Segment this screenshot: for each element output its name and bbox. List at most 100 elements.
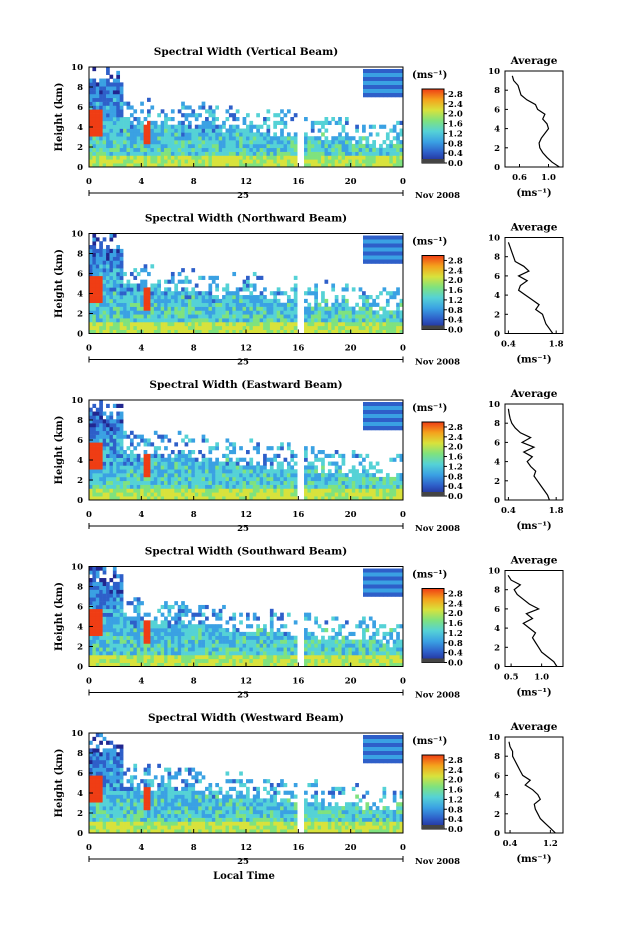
heatmap-cell	[393, 148, 397, 152]
heatmap-cell	[273, 481, 277, 485]
heatmap-cell	[127, 117, 131, 121]
heatmap-cell	[363, 593, 367, 597]
heatmap-cell	[226, 299, 230, 303]
heatmap-cell	[120, 636, 124, 640]
heatmap-cell	[157, 458, 161, 462]
heatmap-cell	[290, 485, 294, 489]
heatmap-cell	[96, 450, 100, 454]
heatmap-cell	[284, 314, 288, 318]
heatmap-cell	[212, 488, 216, 492]
heatmap-cell	[109, 431, 113, 435]
heatmap-cell	[150, 469, 154, 473]
heatmap-cell	[219, 132, 223, 136]
average-title: Average	[510, 388, 558, 400]
heatmap-cell	[232, 152, 236, 156]
heatmap-cell	[133, 284, 137, 288]
heatmap-cell	[369, 485, 373, 489]
heatmap-cell	[294, 140, 298, 144]
heatmap-cell	[171, 310, 175, 314]
heatmap-cell	[226, 492, 230, 496]
heatmap-cell	[103, 249, 107, 253]
heatmap-cell	[249, 129, 253, 133]
heatmap-cell	[120, 412, 124, 416]
heatmap-cell	[369, 159, 373, 163]
heatmap-cell	[212, 647, 216, 651]
heatmap-cell	[359, 655, 363, 659]
heatmap-cell	[284, 144, 288, 148]
heatmap-cell	[345, 121, 349, 125]
heatmap-cell	[307, 307, 311, 311]
heatmap-cell	[287, 132, 291, 136]
heatmap-cell	[363, 252, 367, 256]
heatmap-cell	[195, 640, 199, 644]
heatmap-cell	[96, 620, 100, 624]
heatmap-cell	[92, 105, 96, 109]
heatmap-cell	[226, 136, 230, 140]
heatmap-cell	[208, 291, 212, 295]
heatmap-cell	[157, 155, 161, 159]
heatmap-cell	[208, 636, 212, 640]
heatmap-cell	[229, 314, 233, 318]
heatmap-cell	[161, 326, 165, 330]
heatmap-cell	[229, 469, 233, 473]
heatmap-cell	[212, 473, 216, 477]
heatmap-cell	[202, 132, 206, 136]
heatmap-cell	[249, 643, 253, 647]
heatmap-cell	[174, 129, 178, 133]
heatmap-cell	[266, 136, 270, 140]
heatmap-cell	[307, 485, 311, 489]
heatmap-cell	[270, 488, 274, 492]
heatmap-cell	[181, 148, 185, 152]
heatmap-cell	[345, 477, 349, 481]
heatmap-cell	[389, 148, 393, 152]
date-day-label: 25	[237, 191, 249, 201]
heatmap-cell	[362, 310, 366, 314]
heatmap-cell	[106, 144, 110, 148]
heatmap-cell	[208, 446, 212, 450]
heatmap-cell	[236, 295, 240, 299]
heatmap-cell	[96, 462, 100, 466]
heatmap-cell	[243, 473, 247, 477]
heatmap-cell	[127, 284, 131, 288]
heatmap-cell	[113, 419, 117, 423]
heatmap-cell	[372, 322, 376, 326]
heatmap-cell	[116, 257, 120, 261]
heatmap-cell	[325, 136, 329, 140]
heatmap-cell	[215, 442, 219, 446]
heatmap-cell	[205, 129, 209, 133]
heatmap-cell	[236, 117, 240, 121]
heatmap-cell	[168, 643, 172, 647]
heatmap-cell	[161, 488, 165, 492]
heatmap-cell	[96, 465, 100, 469]
heatmap-cell	[212, 117, 216, 121]
heatmap-cell	[253, 469, 257, 473]
heatmap-cell	[130, 140, 134, 144]
heatmap-cell	[106, 655, 110, 659]
heatmap-title: Spectral Width (Eastward Beam)	[149, 379, 342, 391]
heatmap-cell	[362, 144, 366, 148]
heatmap-cell	[181, 155, 185, 159]
heatmap-cell	[185, 140, 189, 144]
heatmap-cell	[99, 82, 103, 86]
heatmap-cell	[359, 144, 363, 148]
heatmap-cell	[396, 488, 400, 492]
heatmap-cell	[277, 454, 281, 458]
heatmap-cell	[113, 264, 117, 268]
heatmap-cell	[379, 256, 383, 260]
heatmap-cell	[359, 477, 363, 481]
heatmap-cell	[130, 121, 134, 125]
heatmap-cell	[318, 148, 322, 152]
heatmap-cell	[130, 291, 134, 295]
heatmap-cell	[109, 75, 113, 79]
heatmap-cell	[174, 318, 178, 322]
heatmap-cell	[304, 643, 308, 647]
heatmap-cell	[355, 303, 359, 307]
heatmap-cell	[314, 148, 318, 152]
heatmap-cell	[362, 492, 366, 496]
heatmap-cell	[133, 299, 137, 303]
heatmap-cell	[198, 159, 202, 163]
heatmap-cell	[222, 643, 226, 647]
heatmap-cell	[116, 647, 120, 651]
heatmap-cell	[205, 628, 209, 632]
heatmap-cell	[287, 632, 291, 636]
